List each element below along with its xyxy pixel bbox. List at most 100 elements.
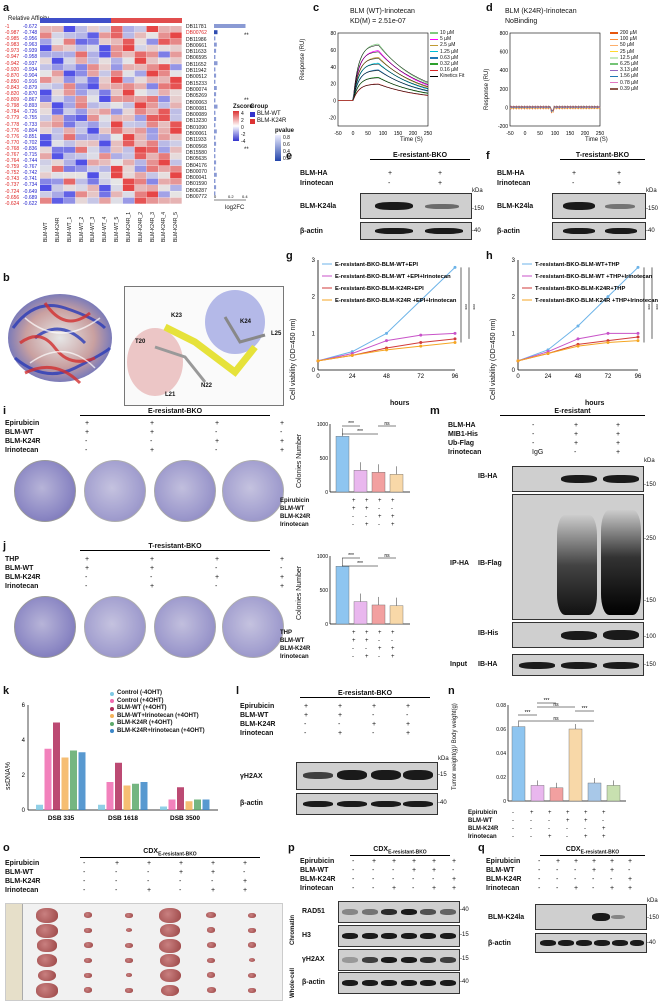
ssdna-bar <box>98 804 105 810</box>
log2fc-bar <box>214 123 216 128</box>
heatmap-cell <box>158 172 170 179</box>
tumor <box>206 987 216 994</box>
y-tick: 0.06 <box>496 727 506 733</box>
panel-f-sign: - <box>572 180 575 187</box>
legend-label: 50 µM <box>620 42 634 49</box>
heatmap-cell <box>63 64 76 71</box>
colony-dish <box>84 596 146 658</box>
condition-sign: - <box>574 867 577 874</box>
star-3: ** <box>244 147 249 153</box>
heatmap-cell <box>51 70 64 77</box>
tumor <box>83 942 93 949</box>
panel-c-letter: c <box>313 2 320 14</box>
condition-sign: - <box>352 646 354 652</box>
condition-sign: - <box>83 878 86 885</box>
heatmap-cell <box>51 76 64 83</box>
condition-sign: - <box>548 826 550 832</box>
condition-sign: + <box>616 431 621 438</box>
condition-sign: + <box>391 630 395 636</box>
panel-e-row-1: BLM-HA <box>300 170 328 177</box>
tumor <box>206 912 216 919</box>
heatmap-cell <box>134 165 147 172</box>
panel-f-kda: kDa <box>646 188 657 194</box>
tumor <box>247 942 257 948</box>
heatmap-cell <box>111 191 123 198</box>
panel-l-blot-label-1: γH2AX <box>240 773 263 780</box>
drug-id: DB01090 <box>186 124 207 131</box>
heatmap-cell <box>63 165 76 172</box>
heatmap-cell <box>99 165 111 172</box>
legend-swatch <box>430 63 438 65</box>
condition-sign: + <box>584 834 588 840</box>
condition-sign: + <box>412 867 417 874</box>
condition-sign: + <box>628 885 633 892</box>
heatmap-cell <box>51 165 64 172</box>
heatmap-cell <box>99 115 111 122</box>
heatmap-cell <box>63 89 76 96</box>
heatmap-cell <box>75 108 88 115</box>
tumor <box>125 957 133 963</box>
heatmap-cell <box>75 115 88 122</box>
y-tick: 0 <box>503 799 506 805</box>
heatmap-cell <box>146 127 159 134</box>
drug-id: DB05269 <box>186 93 207 100</box>
drug-id: DB13230 <box>186 118 207 125</box>
panel-m-letter: m <box>430 405 440 417</box>
heatmap-cell <box>134 115 147 122</box>
condition-sign: + <box>610 858 615 865</box>
zscore-tick: 4 <box>241 111 244 117</box>
heatmap-cell <box>51 184 64 191</box>
heatmap-cell <box>63 127 76 134</box>
heatmap-cell <box>63 153 76 160</box>
y-tick: 200 <box>500 87 509 93</box>
condition-sign: + <box>352 630 356 636</box>
x-tick: 24 <box>545 374 552 380</box>
condition-sign: + <box>392 885 397 892</box>
condition-sign: - <box>392 867 395 874</box>
legend-swatch <box>610 50 618 53</box>
heatmap-cell <box>170 115 182 122</box>
affinity-row: -0.778 -0.733 <box>5 121 38 128</box>
heatmap-cell <box>51 95 64 102</box>
condition-sign: + <box>392 858 397 865</box>
spr-chart-wt: -50 0 50 100 150 200 250 -20 0 20 40 60 80 <box>329 31 433 137</box>
heatmap-cell <box>111 127 123 134</box>
ssdna-bar <box>61 757 69 810</box>
blot-band <box>439 980 456 986</box>
heatmap-column-label: BLM-WT_1 <box>66 216 73 242</box>
drug-id: DB00081 <box>186 105 207 112</box>
panel-f-blot-label-2: β-actin <box>497 228 520 235</box>
heatmap-cell <box>134 102 147 109</box>
legend-label: 1.56 µM <box>620 73 639 80</box>
panel-i-conditions: Epirubicin + + + + BLM-WT + + - - BLM-K24R - - + + Irin… <box>5 420 325 456</box>
condition-sign: IgG <box>532 449 544 456</box>
condition-sign: + <box>592 858 597 865</box>
legend-swatch <box>610 81 618 84</box>
condition-sign: + <box>352 506 356 512</box>
legend-label: 0.32 µM <box>440 61 459 68</box>
affinity-row: -0.987 -0.748 <box>5 30 38 37</box>
heatmap-cell <box>51 134 64 141</box>
condition-label: Irinotecan <box>240 730 274 737</box>
panel-h-letter: h <box>486 250 493 262</box>
heatmap-cell <box>99 172 111 179</box>
heatmap-cell <box>75 172 88 179</box>
viability-line <box>517 336 639 362</box>
legend-item: 0.32 µM <box>430 61 464 67</box>
heatmap-cell <box>134 127 147 134</box>
legend-label: E-resistant-BKO-BLM-K24R +EPI+Irinotecan <box>335 298 457 304</box>
legend-item: 2.5 µM <box>430 42 464 48</box>
x-tick: -50 <box>506 131 513 137</box>
condition-sign: - <box>412 885 415 892</box>
ssdna-bar <box>185 801 193 810</box>
ssdna-bar <box>194 799 201 810</box>
heatmap-cell <box>51 178 64 185</box>
condition-sign: - <box>280 565 283 572</box>
legend-item: 1.25 µM <box>430 49 464 55</box>
condition-sign: - <box>378 654 380 660</box>
affinity-row: -0.985 -0.956 <box>5 36 38 43</box>
heatmap-cell <box>122 197 135 204</box>
x-tick: 0 <box>352 131 355 137</box>
viability-point <box>606 331 610 335</box>
heatmap-cell <box>75 159 88 166</box>
